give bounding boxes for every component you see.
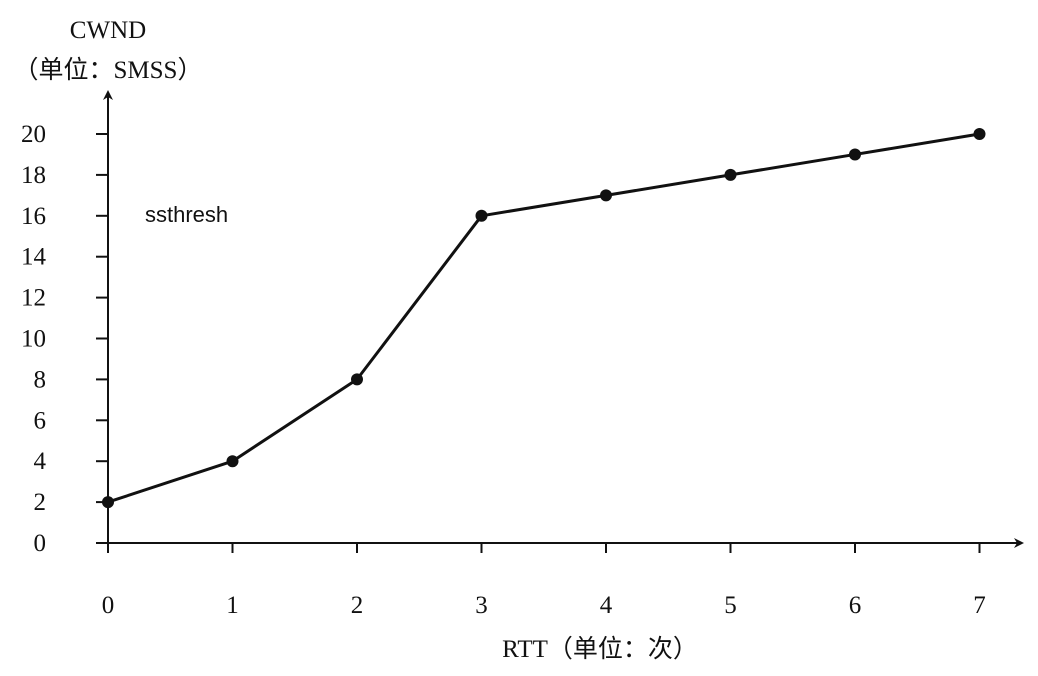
x-tick-label: 6 xyxy=(849,592,862,619)
data-point xyxy=(724,168,737,181)
y-tick-label: 0 xyxy=(34,530,47,557)
data-point xyxy=(351,373,363,386)
ssthresh-annotation: ssthresh xyxy=(145,202,228,227)
x-tick-label: 5 xyxy=(724,592,737,619)
y-tick-label: 2 xyxy=(34,489,47,516)
y-tick-label: 16 xyxy=(21,203,46,230)
y-tick-label: 18 xyxy=(21,162,46,189)
x-tick-group: 0 1 2 3 4 5 6 7 xyxy=(102,543,986,619)
y-tick-label: 10 xyxy=(21,326,46,353)
x-tick-label: 2 xyxy=(351,592,364,619)
data-point xyxy=(226,455,239,468)
y-axis-label-line1: CWND xyxy=(70,17,146,44)
cwnd-series-line xyxy=(107,132,980,504)
y-tick-label: 4 xyxy=(34,448,47,475)
y-tick-label: 14 xyxy=(21,244,47,271)
x-tick-label: 1 xyxy=(226,592,239,619)
data-point xyxy=(973,128,986,140)
y-tick-label: 8 xyxy=(34,366,47,393)
y-tick-label: 12 xyxy=(21,285,46,312)
data-point-group xyxy=(102,128,986,509)
y-tick-label: 20 xyxy=(21,121,46,148)
x-tick-label: 4 xyxy=(600,592,613,619)
x-tick-label: 3 xyxy=(475,592,488,619)
x-axis-label: RTT（单位：次） xyxy=(502,635,698,663)
data-point xyxy=(600,189,612,202)
data-point xyxy=(102,496,114,509)
y-tick-group: 0 2 4 6 8 10 12 14 16 18 20 xyxy=(21,121,108,557)
y-tick-label: 6 xyxy=(34,407,47,434)
x-tick-label: 0 xyxy=(102,592,115,619)
x-tick-label: 7 xyxy=(973,592,986,619)
data-point xyxy=(849,148,861,161)
data-point xyxy=(475,209,488,222)
y-axis-label-line2: （单位：SMSS） xyxy=(14,56,203,84)
